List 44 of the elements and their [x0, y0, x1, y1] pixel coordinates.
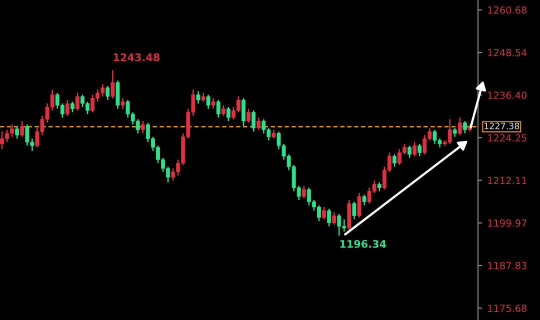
- candlestick: [70, 101, 74, 113]
- candlestick: [352, 201, 356, 220]
- candlestick: [392, 154, 396, 168]
- candlestick: [76, 92, 80, 112]
- candlestick: [256, 116, 261, 130]
- candlestick: [110, 70, 115, 99]
- candlestick: [206, 94, 210, 110]
- candlestick: [106, 85, 110, 101]
- candlestick: [252, 110, 256, 132]
- candlestick: [116, 80, 120, 110]
- candlestick: [15, 126, 20, 140]
- candlestick: [20, 120, 24, 138]
- candlestick: [65, 99, 70, 116]
- candlestick: [221, 104, 226, 116]
- y-tick-label: 1260.68: [488, 6, 527, 14]
- y-tick-label: 1236.40: [488, 92, 527, 99]
- y-tick-label: 1224.25: [488, 134, 526, 142]
- y-tick-label: 1187.83: [488, 262, 526, 270]
- annotation: 1196.34: [340, 240, 386, 248]
- candlestick: [458, 116, 462, 136]
- y-tick-label: 1175.68: [488, 304, 527, 312]
- candlestick: [246, 108, 251, 124]
- candlestick: [362, 194, 366, 206]
- candlestick: [120, 98, 125, 110]
- candlestick: [242, 98, 246, 127]
- candlestick: [408, 144, 412, 159]
- candlestick: [216, 99, 220, 118]
- candlestick: [226, 106, 230, 122]
- annotation: 1243.48: [114, 53, 160, 62]
- candlestick: [302, 185, 306, 199]
- candlestick: [357, 192, 362, 218]
- candlestick: [140, 120, 145, 134]
- ref-line-label: 1227.38: [484, 122, 520, 130]
- y-tick-label: 1212.11: [488, 176, 526, 184]
- y-tick-label: 1248.54: [488, 48, 527, 56]
- y-tick-label: 1199.97: [488, 219, 526, 227]
- candlestick: [332, 212, 336, 226]
- candlestick: [327, 208, 332, 227]
- candlestick: [412, 141, 417, 157]
- candlestick: [462, 120, 467, 134]
- candlestick: [211, 98, 216, 110]
- candlestick: [322, 206, 326, 220]
- candlestick: [196, 90, 200, 104]
- candlestick: [418, 143, 422, 157]
